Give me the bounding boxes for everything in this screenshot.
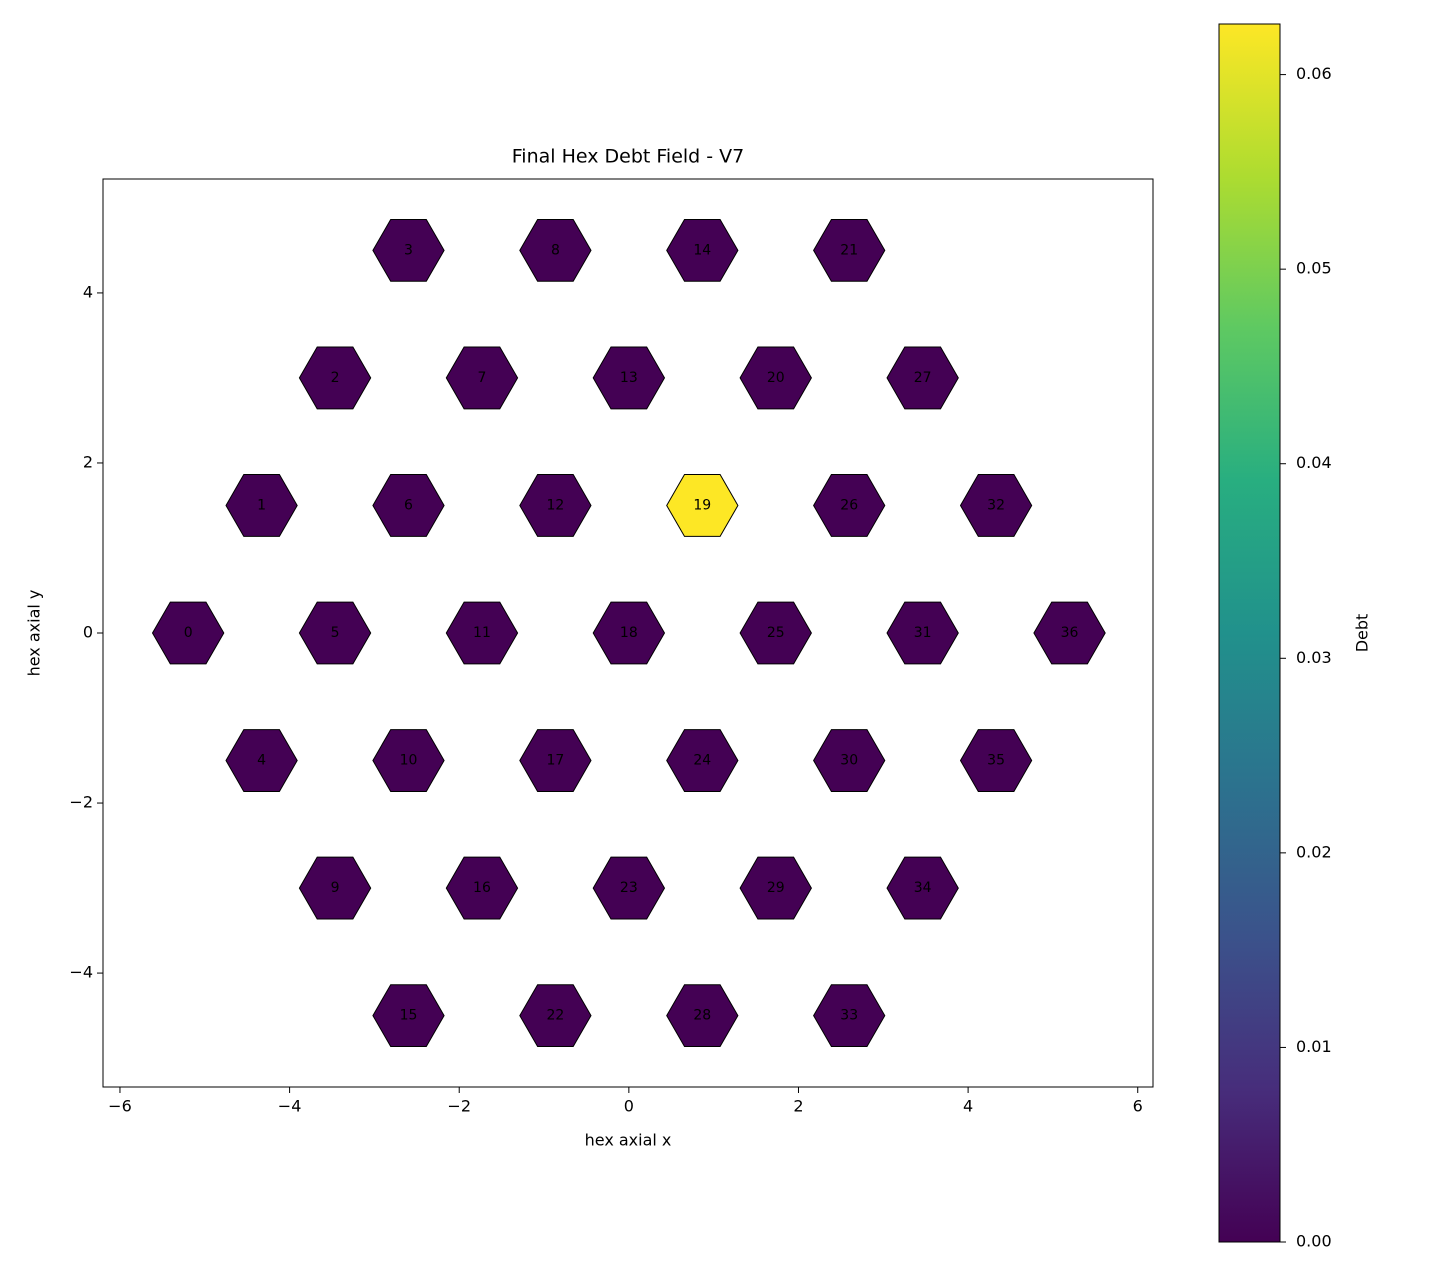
hex-cell — [959, 474, 1033, 537]
hex-label: 12 — [546, 497, 564, 513]
colorbar-tick-label: 0.03 — [1296, 648, 1332, 667]
hex-cell — [813, 474, 886, 537]
hex-cell — [666, 729, 739, 792]
colorbar-tick-label: 0.01 — [1296, 1037, 1332, 1056]
hex-cell — [519, 474, 592, 537]
hex-label: 7 — [477, 370, 486, 386]
x-axis-label: hex axial x — [585, 1131, 672, 1150]
hex-cell — [372, 474, 445, 537]
hex-label: 26 — [840, 497, 858, 513]
hex-cell — [372, 729, 445, 792]
hex-label: 4 — [257, 753, 266, 769]
y-tick-label: −2 — [69, 793, 93, 812]
hex-cell — [886, 856, 959, 920]
hex-cell — [739, 856, 812, 920]
hex-cell — [298, 346, 372, 410]
colorbar-tick-label: 0.05 — [1296, 259, 1332, 278]
colorbar-tick-label: 0.06 — [1296, 64, 1332, 83]
hex-label: 24 — [693, 753, 711, 769]
hex-label: 33 — [840, 1008, 858, 1024]
hex-label: 29 — [767, 880, 785, 896]
hex-cell — [592, 856, 666, 920]
hex-label: 36 — [1061, 625, 1079, 641]
y-tick-label: 2 — [83, 452, 93, 471]
hex-cell — [445, 601, 519, 665]
hex-label: 25 — [767, 625, 785, 641]
hex-label: 0 — [184, 625, 193, 641]
hex-label: 2 — [331, 370, 340, 386]
hex-cell — [225, 729, 298, 792]
hex-label: 16 — [473, 880, 491, 896]
hex-label: 3 — [404, 242, 413, 258]
colorbar — [1218, 23, 1281, 1243]
hex-label: 8 — [551, 242, 560, 258]
hex-cell — [372, 219, 445, 282]
hex-cell — [959, 729, 1033, 792]
hex-cell — [298, 601, 372, 665]
x-tick-label: −6 — [108, 1097, 132, 1116]
hex-label: 30 — [840, 753, 858, 769]
hex-label: 34 — [914, 880, 932, 896]
hex-label: 32 — [987, 497, 1005, 513]
colorbar-label: Debt — [1353, 614, 1372, 653]
y-tick-label: 4 — [83, 282, 93, 301]
hex-cell — [886, 601, 959, 665]
hex-label: 13 — [620, 370, 638, 386]
hex-cell — [445, 346, 519, 410]
hex-label: 5 — [331, 625, 340, 641]
hex-cell — [445, 856, 519, 920]
y-axis-label: hex axial y — [25, 590, 44, 677]
hex-label: 18 — [620, 625, 638, 641]
hex-cell — [666, 474, 739, 537]
hex-cell — [519, 729, 592, 792]
hex-label: 28 — [693, 1008, 711, 1024]
hex-cell — [666, 984, 739, 1047]
hex-cell — [225, 474, 298, 537]
hex-cell — [666, 219, 739, 282]
hex-label: 10 — [400, 753, 418, 769]
hex-label: 27 — [914, 370, 932, 386]
hex-cell — [372, 984, 445, 1047]
hex-label: 20 — [767, 370, 785, 386]
hex-cell — [298, 856, 372, 920]
colorbar-tick-label: 0.00 — [1296, 1232, 1332, 1251]
hex-label: 15 — [400, 1008, 418, 1024]
hex-cell — [813, 729, 886, 792]
hex-cell — [1033, 601, 1106, 665]
hex-label: 1 — [257, 497, 266, 513]
x-tick-label: 2 — [793, 1097, 803, 1116]
hex-cell — [886, 346, 959, 410]
x-tick-label: 0 — [624, 1097, 634, 1116]
x-tick-label: 6 — [1133, 1097, 1143, 1116]
hex-label: 17 — [546, 753, 564, 769]
hex-label: 11 — [473, 625, 491, 641]
hex-cell — [813, 219, 886, 282]
y-tick-label: 0 — [83, 623, 93, 642]
hex-label: 6 — [404, 497, 413, 513]
hex-label: 9 — [331, 880, 340, 896]
hex-cell — [739, 601, 812, 665]
y-tick-label: −4 — [69, 963, 93, 982]
hex-cell — [592, 346, 666, 410]
hex-cell — [592, 601, 666, 665]
hex-label: 22 — [546, 1008, 564, 1024]
hex-cell — [151, 601, 225, 665]
hex-cell — [519, 984, 592, 1047]
hex-label: 31 — [914, 625, 932, 641]
x-tick-label: 4 — [963, 1097, 973, 1116]
hex-label: 23 — [620, 880, 638, 896]
hex-label: 14 — [693, 242, 711, 258]
x-tick-label: −2 — [447, 1097, 471, 1116]
hex-cell — [813, 984, 886, 1047]
chart-title: Final Hex Debt Field - V7 — [512, 146, 745, 168]
hex-label: 19 — [693, 497, 711, 513]
hex-cell — [739, 346, 812, 410]
colorbar-tick-label: 0.02 — [1296, 842, 1332, 861]
hex-cell — [519, 219, 592, 282]
colorbar-tick-label: 0.04 — [1296, 453, 1332, 472]
x-tick-label: −4 — [278, 1097, 302, 1116]
hex-label: 35 — [987, 753, 1005, 769]
hex-label: 21 — [840, 242, 858, 258]
